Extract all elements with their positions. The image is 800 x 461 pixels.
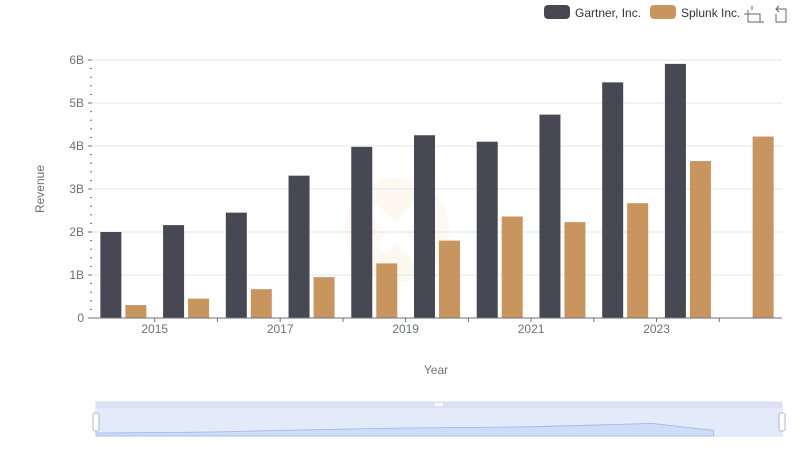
bar-gartner-2016[interactable] <box>225 212 247 318</box>
bar-splunk-2014[interactable] <box>125 305 147 318</box>
bar-gartner-2014[interactable] <box>100 232 122 318</box>
x-tick-label: 2017 <box>267 322 294 336</box>
bar-splunk-2018[interactable] <box>376 263 398 318</box>
y-tick-label: 6B <box>69 53 84 67</box>
bar-splunk-2024[interactable] <box>752 136 774 318</box>
bars <box>100 63 774 319</box>
legend-swatch-gartner <box>544 5 570 19</box>
legend-item-gartner[interactable]: Gartner, Inc. <box>544 5 641 20</box>
restore-icon[interactable] <box>775 5 787 23</box>
x-tick-label: 2021 <box>518 322 545 336</box>
y-axis-minor-ticks <box>90 68 92 310</box>
bar-splunk-2023[interactable] <box>689 161 711 318</box>
bar-gartner-2015[interactable] <box>163 225 185 318</box>
bar-gartner-2020[interactable] <box>476 141 498 318</box>
bar-splunk-2016[interactable] <box>250 289 272 318</box>
x-axis-ticks: 2015 2017 2019 2021 2023 <box>141 318 720 336</box>
y-tick-label: 4B <box>69 139 84 153</box>
bar-splunk-2020[interactable] <box>501 216 523 318</box>
y-axis-ticks: 0 1B 2B 3B 4B 5B 6B <box>69 53 92 325</box>
y-axis-title: Revenue <box>33 165 47 213</box>
y-tick-label: 1B <box>69 268 84 282</box>
y-tick-label: 5B <box>69 96 84 110</box>
data-zoom-handle-right[interactable] <box>778 412 786 432</box>
bar-splunk-2021[interactable] <box>564 222 586 318</box>
bar-gartner-2021[interactable] <box>539 114 561 318</box>
bar-gartner-2018[interactable] <box>351 146 373 318</box>
y-tick-label: 3B <box>69 182 84 196</box>
data-zoom-handle-left[interactable] <box>92 412 100 432</box>
zoom-icon[interactable] <box>744 6 764 23</box>
data-zoom-grip <box>435 403 443 406</box>
legend-label-gartner: Gartner, Inc. <box>575 6 641 20</box>
bar-gartner-2022[interactable] <box>602 82 624 318</box>
x-tick-label: 2019 <box>392 322 419 336</box>
legend-swatch-splunk <box>650 5 676 19</box>
x-axis-title: Year <box>424 363 448 377</box>
x-tick-label: 2023 <box>643 322 670 336</box>
x-tick-label: 2015 <box>141 322 168 336</box>
data-zoom-preview-area <box>95 422 714 437</box>
bar-gartner-2019[interactable] <box>414 135 435 318</box>
legend[interactable]: Gartner, Inc. Splunk Inc. <box>544 5 740 20</box>
bar-gartner-2023[interactable] <box>664 63 686 319</box>
legend-label-splunk: Splunk Inc. <box>681 6 740 20</box>
bar-splunk-2015[interactable] <box>188 298 210 318</box>
y-tick-label: 0 <box>77 311 84 325</box>
bar-splunk-2019[interactable] <box>439 240 460 318</box>
bar-splunk-2017[interactable] <box>313 277 335 318</box>
bar-gartner-2017[interactable] <box>288 175 310 318</box>
legend-item-splunk[interactable]: Splunk Inc. <box>650 5 740 20</box>
bar-splunk-2022[interactable] <box>627 203 649 318</box>
data-zoom-slider[interactable] <box>92 401 786 437</box>
y-tick-label: 2B <box>69 225 84 239</box>
